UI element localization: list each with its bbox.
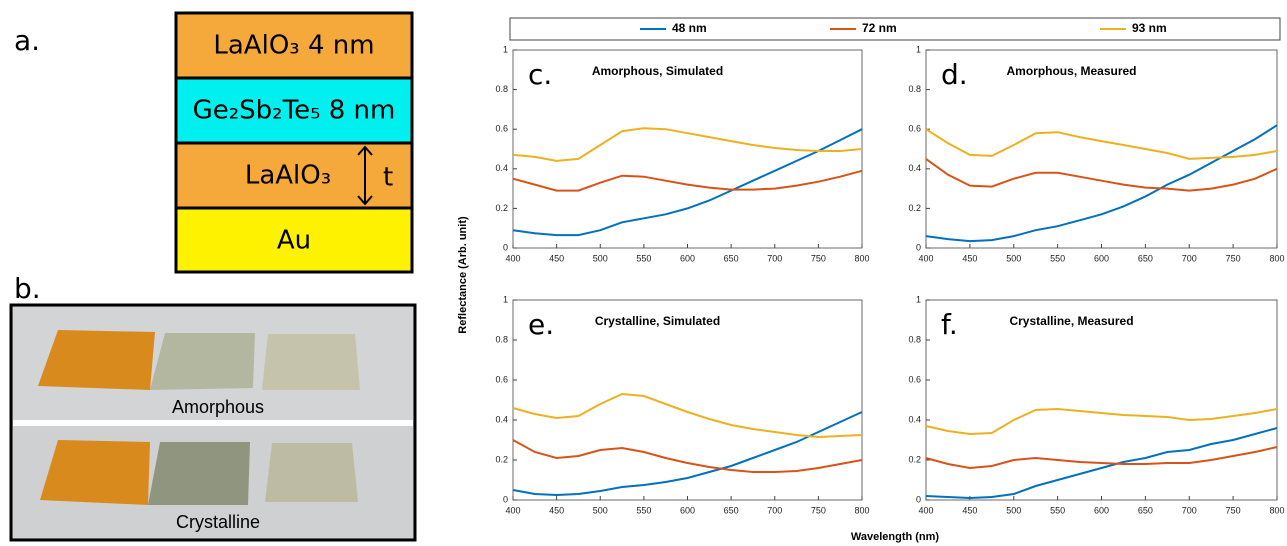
sample	[40, 440, 150, 505]
y-tick-label: 0.8	[908, 84, 921, 94]
x-tick-label: 550	[1050, 505, 1065, 515]
sample	[148, 442, 250, 505]
x-tick-label: 600	[1094, 505, 1109, 515]
plot-area	[926, 300, 1277, 500]
photo-label: Amorphous	[172, 397, 264, 417]
layer-label: LaAlO₃ 4 nm	[213, 31, 374, 61]
x-tick-label: 500	[1006, 253, 1021, 263]
x-tick-label: 750	[1226, 505, 1241, 515]
layer-label: LaAlO₃	[245, 161, 331, 191]
x-tick-label: 400	[918, 253, 933, 263]
y-tick-label: 0.4	[495, 414, 508, 424]
x-axis-label: Wavelength (nm)	[851, 531, 940, 543]
x-tick-label: 550	[636, 505, 651, 515]
x-tick-label: 450	[962, 505, 977, 515]
panel-label: b.	[14, 272, 41, 305]
panel-label: d.	[941, 58, 968, 91]
y-tick-label: 0.2	[495, 203, 508, 213]
plot-area	[513, 50, 862, 248]
x-tick-label: 800	[1269, 253, 1284, 263]
legend-label: 48 nm	[672, 21, 707, 35]
x-tick-label: 700	[1182, 253, 1197, 263]
x-tick-label: 800	[1269, 505, 1284, 515]
thickness-label: t	[383, 163, 393, 193]
y-tick-label: 0.6	[495, 124, 508, 134]
layer-label: Ge₂Sb₂Te₅ 8 nm	[193, 96, 396, 126]
x-tick-label: 400	[505, 505, 520, 515]
x-tick-label: 750	[811, 253, 826, 263]
y-tick-label: 1	[503, 44, 508, 54]
y-tick-label: 0.2	[908, 203, 921, 213]
panel-label: f.	[941, 308, 958, 341]
x-tick-label: 800	[854, 253, 869, 263]
y-tick-label: 1	[916, 44, 921, 54]
legend-label: 72 nm	[862, 21, 897, 35]
chart-title: Crystalline, Simulated	[595, 314, 720, 328]
chart-title: Amorphous, Measured	[1006, 64, 1136, 78]
photo-label: Crystalline	[176, 512, 260, 532]
y-tick-label: 0.6	[908, 124, 921, 134]
y-tick-label: 1	[503, 294, 508, 304]
y-tick-label: 0.2	[908, 454, 921, 464]
y-tick-label: 0	[916, 494, 921, 504]
y-tick-label: 0	[916, 242, 921, 252]
x-tick-label: 550	[636, 253, 651, 263]
x-tick-label: 700	[1182, 505, 1197, 515]
x-tick-label: 500	[593, 505, 608, 515]
x-tick-label: 400	[918, 505, 933, 515]
panel-label: a.	[14, 24, 40, 57]
y-axis-label: Reflectance (Arb. unit)	[457, 216, 469, 334]
divider	[13, 420, 413, 426]
x-tick-label: 650	[724, 505, 739, 515]
x-tick-label: 800	[854, 505, 869, 515]
y-tick-label: 0.8	[495, 84, 508, 94]
y-tick-label: 0.4	[908, 414, 921, 424]
x-tick-label: 450	[549, 253, 564, 263]
x-tick-label: 700	[767, 505, 782, 515]
y-tick-label: 0.4	[908, 163, 921, 173]
x-tick-label: 450	[962, 253, 977, 263]
legend-label: 93 nm	[1132, 21, 1167, 35]
x-tick-label: 650	[1138, 505, 1153, 515]
x-tick-label: 600	[680, 505, 695, 515]
x-tick-label: 400	[505, 253, 520, 263]
chart-title: Crystalline, Measured	[1009, 314, 1133, 328]
sample	[150, 333, 255, 390]
y-tick-label: 0.6	[495, 374, 508, 384]
y-tick-label: 0	[503, 494, 508, 504]
x-tick-label: 500	[593, 253, 608, 263]
y-tick-label: 1	[916, 294, 921, 304]
layer-label: Au	[277, 226, 311, 256]
x-tick-label: 650	[1138, 253, 1153, 263]
figure: a. b. LaAlO₃ 4 nm Ge₂Sb₂Te₅ 8 nm LaAlO₃ …	[0, 0, 1287, 546]
x-tick-label: 650	[724, 253, 739, 263]
y-tick-label: 0.8	[908, 334, 921, 344]
photo	[11, 305, 415, 540]
x-tick-label: 750	[1226, 253, 1241, 263]
panel-label: c.	[528, 58, 552, 91]
sample	[265, 443, 358, 502]
y-tick-label: 0.8	[495, 334, 508, 344]
x-tick-label: 600	[1094, 253, 1109, 263]
y-tick-label: 0.6	[908, 374, 921, 384]
sample	[38, 330, 155, 390]
x-tick-label: 600	[680, 253, 695, 263]
chart-title: Amorphous, Simulated	[592, 64, 723, 78]
y-tick-label: 0.4	[495, 163, 508, 173]
y-tick-label: 0.2	[495, 454, 508, 464]
x-tick-label: 750	[811, 505, 826, 515]
sample	[262, 334, 360, 390]
x-tick-label: 500	[1006, 505, 1021, 515]
x-tick-label: 700	[767, 253, 782, 263]
y-tick-label: 0	[503, 242, 508, 252]
plot-area	[926, 50, 1277, 248]
panel-label: e.	[528, 308, 554, 341]
x-tick-label: 550	[1050, 253, 1065, 263]
x-tick-label: 450	[549, 505, 564, 515]
